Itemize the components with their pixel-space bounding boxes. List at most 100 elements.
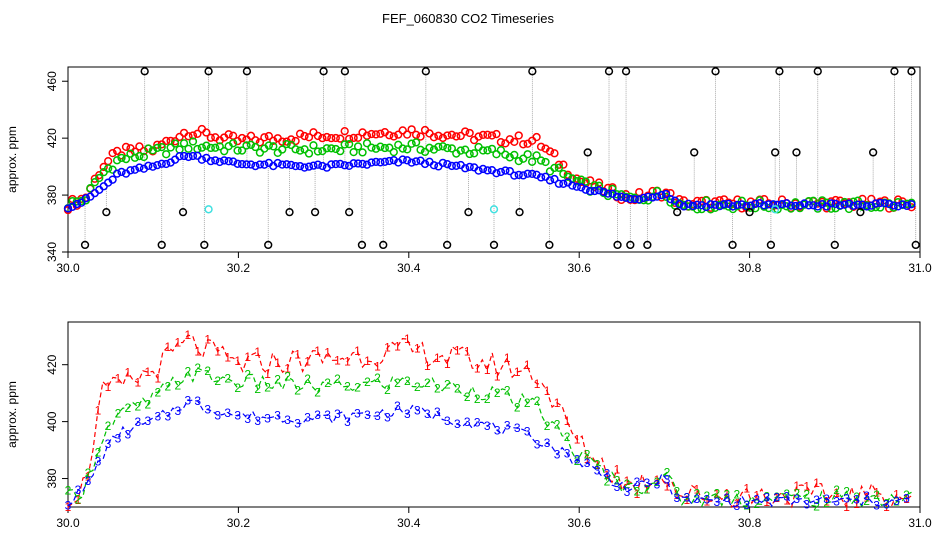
outlier-point <box>711 67 720 76</box>
outlier-point <box>856 208 865 217</box>
series-3-marker: 3 <box>284 413 291 427</box>
x-tick-label: 30.2 <box>227 261 251 275</box>
series-2-marker: 2 <box>284 370 291 384</box>
y-tick-label: 400 <box>45 411 59 431</box>
series-3-marker: 3 <box>434 405 441 419</box>
series-3-marker: 3 <box>704 493 711 507</box>
series-2-point <box>175 145 184 154</box>
series-3-point <box>483 166 492 175</box>
outlier-point <box>771 148 780 157</box>
series-2-point <box>353 142 363 151</box>
series-3-point <box>786 201 796 210</box>
series-3-marker: 3 <box>65 499 72 513</box>
series-2-point <box>184 144 193 153</box>
series-2-marker: 2 <box>494 386 501 400</box>
series-2-point <box>162 150 171 159</box>
series-1-marker: 1 <box>105 380 112 394</box>
series-3-point <box>242 160 251 169</box>
series-3-marker: 3 <box>674 491 681 505</box>
series-3-marker: 3 <box>534 437 541 451</box>
series-2-point <box>135 151 144 161</box>
series-3-point <box>148 162 157 171</box>
series-3-point <box>893 202 903 211</box>
series-1-point <box>492 129 501 139</box>
series-2-marker: 2 <box>694 487 701 501</box>
series-1-marker: 1 <box>494 370 501 384</box>
series-2-marker: 2 <box>594 458 601 472</box>
series-2-point <box>818 196 827 205</box>
series-2-point <box>233 146 242 155</box>
series-3-marker: 3 <box>584 456 591 470</box>
series-3-point <box>818 199 827 209</box>
series-1-marker: 1 <box>783 493 790 507</box>
series-2-point <box>112 156 122 165</box>
series-3-point <box>612 192 622 201</box>
series-1-point <box>416 132 425 141</box>
outlier-point <box>157 240 166 250</box>
series-1-point <box>353 133 363 142</box>
series-3-point <box>813 202 822 211</box>
series-3-point <box>876 198 885 208</box>
series-3-marker: 3 <box>514 421 521 435</box>
y-tick-label: 340 <box>45 242 59 262</box>
series-1-marker: 1 <box>135 376 142 390</box>
series-2-point <box>211 143 220 152</box>
series-1-marker: 1 <box>773 491 780 505</box>
series-3-point <box>809 201 818 210</box>
series-2-point <box>322 144 331 153</box>
series-3-point <box>684 199 693 208</box>
series-2-marker: 2 <box>733 487 740 501</box>
series-1-marker: 1 <box>85 469 92 483</box>
series-3-point <box>184 152 193 162</box>
series-2-point <box>215 142 224 151</box>
series-2-point <box>282 139 291 149</box>
series-3-point <box>327 160 336 169</box>
series-2-point <box>572 176 581 186</box>
series-2-point <box>246 140 256 149</box>
series-2-marker: 2 <box>464 390 471 404</box>
series-1-marker: 1 <box>574 433 581 447</box>
series-1-marker: 1 <box>474 362 481 376</box>
series-3-point <box>220 156 229 165</box>
series-1-point <box>447 130 456 139</box>
series-3-marker: 3 <box>424 407 431 421</box>
series-1-point <box>693 196 702 206</box>
series-2-marker: 2 <box>813 499 820 513</box>
series-3-point <box>617 192 626 201</box>
series-3-point <box>112 169 122 178</box>
series-3-point <box>157 159 166 168</box>
series-2-point <box>228 139 238 148</box>
outlier-point <box>766 240 776 250</box>
series-3-point <box>586 186 595 196</box>
series-1-marker: 1 <box>125 365 132 379</box>
series-2-point <box>291 145 300 154</box>
series-3-marker: 3 <box>244 412 251 426</box>
series-3-point <box>550 174 559 184</box>
series-3-marker: 3 <box>793 492 800 506</box>
series-2-marker: 2 <box>274 373 281 387</box>
series-3-marker: 3 <box>304 410 311 424</box>
series-2-point <box>362 139 372 148</box>
series-1-marker: 1 <box>763 495 770 509</box>
series-3-marker: 3 <box>414 403 421 417</box>
series-3-marker: 3 <box>254 414 261 428</box>
series-1-marker: 1 <box>364 354 371 368</box>
series-2-point <box>255 148 265 157</box>
series-2-marker: 2 <box>843 485 850 499</box>
series-1-point <box>603 183 613 193</box>
series-2-point <box>684 202 693 211</box>
series-2-marker: 2 <box>334 372 341 386</box>
series-2-marker: 2 <box>753 497 760 511</box>
series-3-point <box>438 158 448 168</box>
series-3-point <box>572 182 581 191</box>
series-1-marker: 1 <box>254 345 261 359</box>
series-3-point <box>719 200 729 209</box>
series-2-point <box>345 139 354 149</box>
series-2-point <box>286 140 296 150</box>
series-2-marker: 2 <box>174 378 181 392</box>
series-3-marker: 3 <box>115 432 122 446</box>
series-3-marker: 3 <box>95 454 102 468</box>
series-3-point <box>858 200 867 209</box>
series-3-point <box>523 169 532 178</box>
